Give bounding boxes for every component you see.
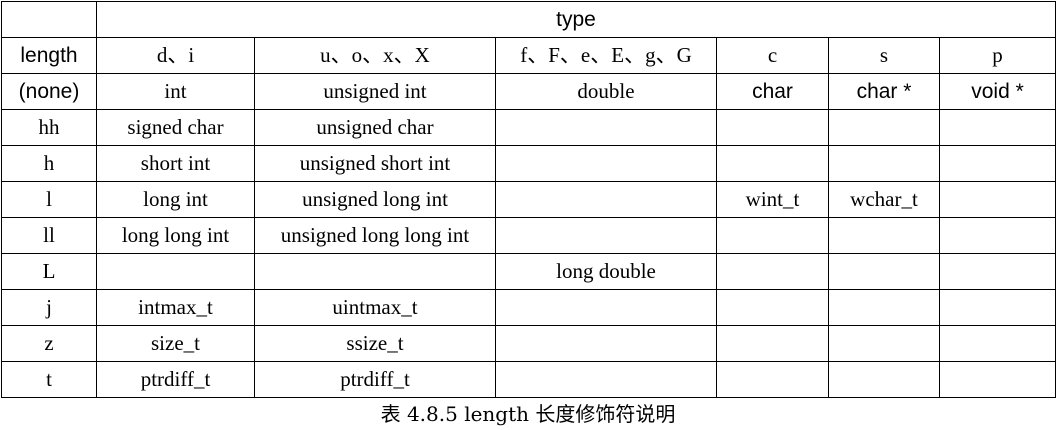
table-cell: unsigned long int	[254, 181, 496, 218]
column-header: d、i	[96, 37, 255, 74]
table-cell: size_t	[96, 325, 255, 362]
table-cell	[716, 253, 829, 290]
table-cell: void *	[938, 73, 1056, 110]
length-modifier-table: type length d、i u、o、x、X f、F、e、E、g、G c s …	[1, 1, 1056, 398]
table-cell	[495, 325, 717, 362]
table-caption: 表 4.8.5 length 长度修饰符说明	[380, 402, 676, 426]
table-cell	[716, 289, 829, 326]
corner-cell	[1, 1, 97, 38]
table-cell	[716, 109, 829, 146]
table-cell: unsigned short int	[254, 145, 496, 182]
table-row: z size_t ssize_t	[1, 325, 1056, 362]
table-cell	[716, 361, 829, 398]
table-cell: short int	[96, 145, 255, 182]
table-cell: wchar_t	[828, 181, 940, 218]
table-body: (none) int unsigned int double char char * voi…	[1, 73, 1056, 398]
table-cell	[716, 217, 829, 254]
table-cell	[716, 325, 829, 362]
table-cell	[938, 181, 1056, 218]
length-cell: ll	[1, 217, 97, 254]
table-cell	[828, 361, 940, 398]
table-cell: long double	[495, 253, 717, 290]
table-cell	[495, 289, 717, 326]
table-cell	[495, 145, 717, 182]
table-cell	[828, 253, 940, 290]
table-cell	[254, 253, 496, 290]
length-cell: j	[1, 289, 97, 326]
table-cell: unsigned int	[254, 73, 496, 110]
length-header: length	[1, 37, 97, 74]
table-cell	[938, 145, 1056, 182]
table-cell: char	[716, 73, 829, 110]
table-cell	[495, 361, 717, 398]
column-header-row: length d、i u、o、x、X f、F、e、E、g、G c s p	[1, 37, 1056, 74]
table-cell: unsigned char	[254, 109, 496, 146]
table-cell	[495, 109, 717, 146]
length-cell: L	[1, 253, 97, 290]
table-cell	[828, 145, 940, 182]
table-cell: long long int	[96, 217, 255, 254]
column-header: p	[938, 37, 1056, 74]
table-row: (none) int unsigned int double char char * voi…	[1, 73, 1056, 110]
table-cell	[495, 217, 717, 254]
column-header: c	[716, 37, 829, 74]
table-cell	[938, 253, 1056, 290]
table-row: ll long long int unsigned long long int	[1, 217, 1056, 254]
table-cell	[938, 361, 1056, 398]
table-cell: signed char	[96, 109, 255, 146]
table-cell	[828, 217, 940, 254]
table-cell	[938, 289, 1056, 326]
column-header: f、F、e、E、g、G	[495, 37, 717, 74]
table-row: t ptrdiff_t ptrdiff_t	[1, 361, 1056, 398]
table-cell	[96, 253, 255, 290]
table-cell	[938, 109, 1056, 146]
table-row: l long int unsigned long int wint_t wchar_t	[1, 181, 1056, 218]
table-cell	[828, 289, 940, 326]
table-cell	[716, 145, 829, 182]
length-cell: t	[1, 361, 97, 398]
table-cell: ssize_t	[254, 325, 496, 362]
table-cell: long int	[96, 181, 255, 218]
table-row: hh signed char unsigned char	[1, 109, 1056, 146]
length-cell: hh	[1, 109, 97, 146]
table-cell	[828, 109, 940, 146]
table-cell: ptrdiff_t	[96, 361, 255, 398]
table-cell: int	[96, 73, 255, 110]
table-cell: intmax_t	[96, 289, 255, 326]
table-cell: double	[495, 73, 717, 110]
table-cell	[828, 325, 940, 362]
column-header: u、o、x、X	[254, 37, 496, 74]
table-cell: unsigned long long int	[254, 217, 496, 254]
table-row: j intmax_t uintmax_t	[1, 289, 1056, 326]
table-cell: uintmax_t	[254, 289, 496, 326]
column-header: s	[828, 37, 940, 74]
type-group-header: type	[95, 1, 1056, 38]
length-cell: l	[1, 181, 97, 218]
table-cell	[938, 325, 1056, 362]
length-cell: (none)	[1, 73, 97, 110]
table-row: h short int unsigned short int	[1, 145, 1056, 182]
table-cell	[495, 181, 717, 218]
table-cell: wint_t	[716, 181, 829, 218]
table-cell: char *	[828, 73, 940, 110]
table-cell	[938, 217, 1056, 254]
length-cell: z	[1, 325, 97, 362]
table-cell: ptrdiff_t	[254, 361, 496, 398]
type-group-header-row: type	[1, 1, 1056, 38]
length-cell: h	[1, 145, 97, 182]
